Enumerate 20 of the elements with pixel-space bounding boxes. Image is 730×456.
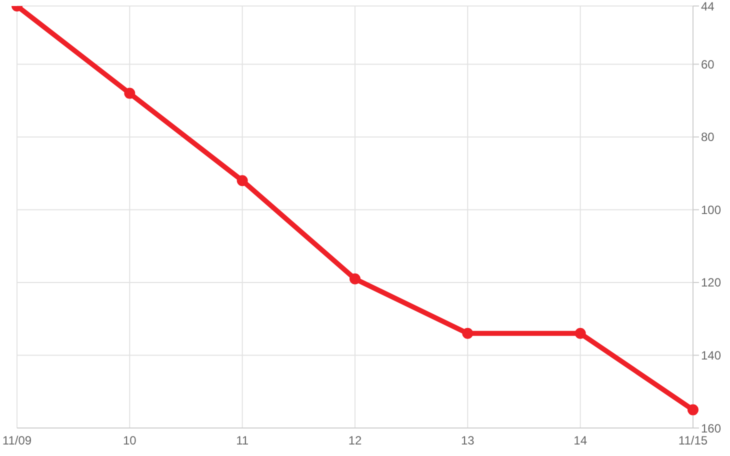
x-tick-label: 11 — [236, 434, 249, 448]
x-tick-label: 11/09 — [2, 434, 32, 448]
point — [350, 273, 360, 284]
y-tick-label: 44 — [701, 0, 715, 14]
x-tick-label: 11/15 — [678, 434, 708, 448]
y-tick-label: 120 — [701, 276, 722, 290]
point — [574, 328, 586, 339]
x-tick-label: 10 — [122, 434, 137, 448]
x-tick-label: 13 — [460, 434, 475, 448]
y-tick-label: 160 — [701, 421, 722, 436]
y-tick-label: 60 — [701, 57, 715, 72]
x-tick-label: 12 — [348, 434, 362, 448]
point — [688, 404, 698, 416]
y-tick-label: 140 — [701, 348, 722, 362]
point — [236, 175, 248, 186]
point — [124, 88, 136, 99]
x-tick-label: 14 — [574, 434, 588, 448]
y-tick-label: 80 — [701, 130, 715, 144]
point — [462, 328, 474, 339]
y-tick-label: 100 — [701, 202, 722, 217]
